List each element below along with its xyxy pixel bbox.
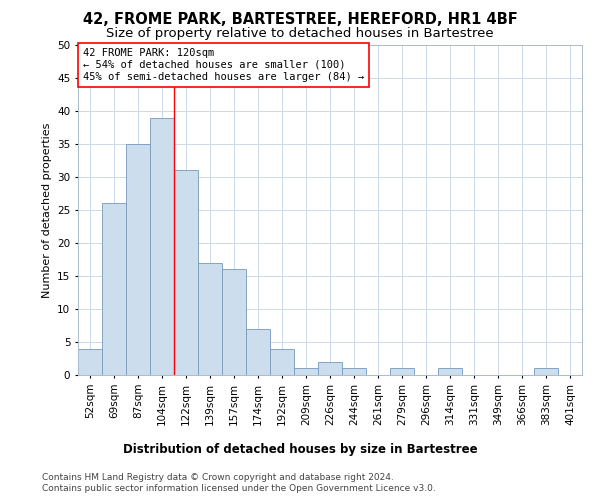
Bar [246,329,270,375]
Bar [102,204,126,375]
Bar [318,362,342,375]
Bar [126,144,150,375]
Text: Contains HM Land Registry data © Crown copyright and database right 2024.: Contains HM Land Registry data © Crown c… [42,472,394,482]
Bar [78,348,102,375]
Bar [390,368,414,375]
Text: Contains public sector information licensed under the Open Government Licence v3: Contains public sector information licen… [42,484,436,493]
Bar [150,118,174,375]
Bar [174,170,198,375]
Bar [342,368,366,375]
Text: 42, FROME PARK, BARTESTREE, HEREFORD, HR1 4BF: 42, FROME PARK, BARTESTREE, HEREFORD, HR… [83,12,517,26]
Bar [198,263,222,375]
Bar [270,348,294,375]
Text: Distribution of detached houses by size in Bartestree: Distribution of detached houses by size … [122,442,478,456]
Bar [534,368,558,375]
Text: Size of property relative to detached houses in Bartestree: Size of property relative to detached ho… [106,28,494,40]
Y-axis label: Number of detached properties: Number of detached properties [41,122,52,298]
Bar [294,368,318,375]
Text: 42 FROME PARK: 120sqm
← 54% of detached houses are smaller (100)
45% of semi-det: 42 FROME PARK: 120sqm ← 54% of detached … [83,48,364,82]
Bar [438,368,462,375]
Bar [222,270,246,375]
